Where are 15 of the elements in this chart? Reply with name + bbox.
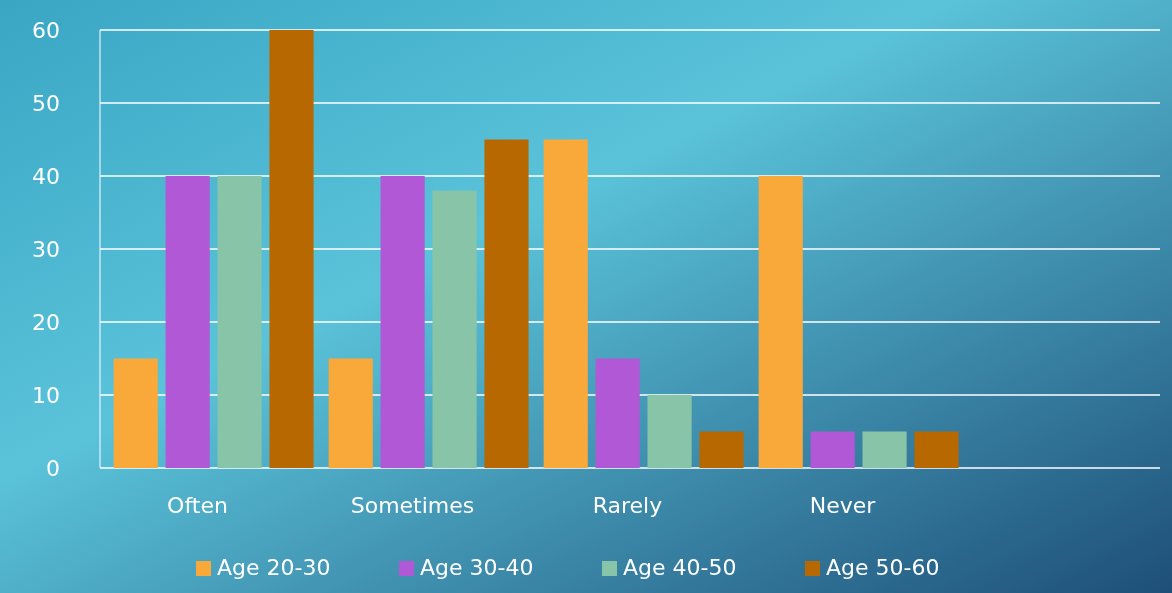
y-tick-label: 10 <box>32 382 60 408</box>
y-tick-label: 50 <box>32 90 60 116</box>
legend-label: Age 50-60 <box>826 555 940 580</box>
legend-label: Age 40-50 <box>623 555 737 580</box>
y-tick-label: 30 <box>32 236 60 262</box>
y-tick-label: 60 <box>32 17 60 43</box>
legend-label: Age 20-30 <box>217 555 331 580</box>
x-tick-label: Rarely <box>592 493 663 518</box>
y-tick-label: 20 <box>32 309 60 335</box>
y-tick-label: 40 <box>32 163 60 189</box>
x-tick-label: Never <box>809 493 877 518</box>
x-tick-label: Sometimes <box>350 493 475 518</box>
legend-label: Age 30-40 <box>420 555 534 580</box>
x-tick-label: Often <box>167 493 228 518</box>
y-tick-label: 0 <box>46 455 60 481</box>
